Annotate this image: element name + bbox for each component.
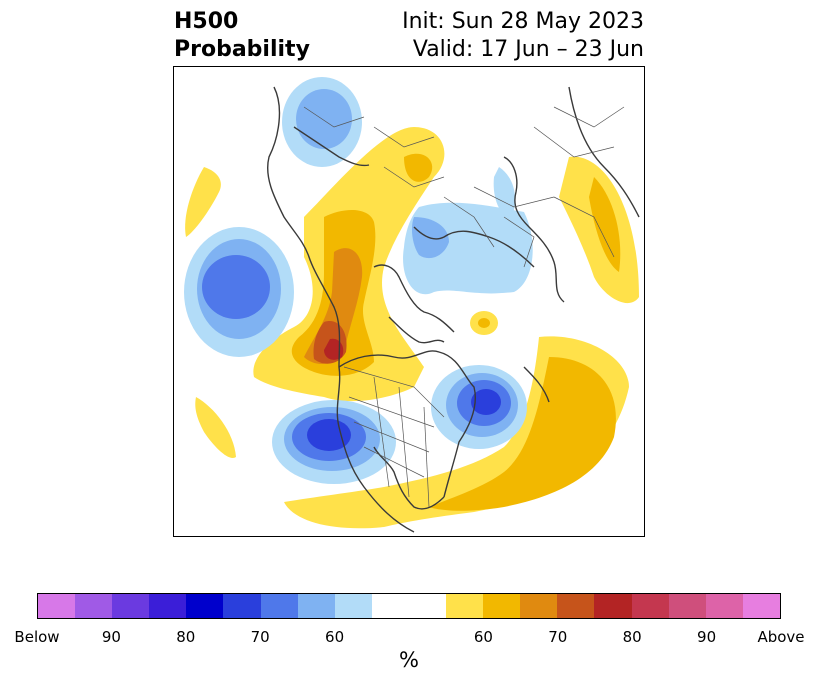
below-strong-fill (202, 255, 270, 319)
above-mid-fill (429, 357, 616, 511)
colorbar-tick-label: 60 (473, 628, 493, 646)
colorbar-tick-label: 90 (101, 628, 121, 646)
colorbar-segment (408, 594, 447, 618)
above-light-fill (185, 167, 221, 237)
colorbar-tick-label: 80 (622, 628, 642, 646)
colorbar-segment (594, 594, 632, 618)
below-deep-fill (471, 389, 501, 415)
above-mid-fill (404, 153, 433, 182)
map-title: H500 Probability (174, 8, 310, 64)
below-normal-areas (184, 77, 533, 484)
coastlines (267, 86, 640, 533)
colorbar-segment (260, 594, 298, 618)
colorbar-segment (520, 594, 558, 618)
colorbar-segment (112, 594, 150, 618)
title-variable: H500 (174, 9, 239, 34)
below-mid-fill (296, 89, 352, 149)
political-borders (303, 106, 625, 508)
above-max-fill (324, 338, 344, 360)
colorbar-tick-label: 60 (325, 628, 345, 646)
colorbar-segment (631, 594, 669, 618)
probability-colorbar (37, 593, 781, 619)
above-light-fill (195, 397, 236, 458)
colorbar-segment (223, 594, 261, 618)
colorbar-segment (334, 594, 372, 618)
above-mid-fill (478, 318, 490, 328)
map-canvas (184, 77, 640, 533)
colorbar-tick-label: Above (757, 628, 805, 646)
colorbar-segment (38, 594, 76, 618)
colorbar-tick-label: 70 (250, 628, 270, 646)
colorbar-segment (557, 594, 595, 618)
colorbar-unit: % (399, 648, 419, 672)
colorbar-segment (186, 594, 224, 618)
probability-map (173, 66, 645, 537)
colorbar-segment (149, 594, 187, 618)
title-product: Probability (174, 37, 310, 62)
colorbar-segment (668, 594, 706, 618)
colorbar-tick-label: 70 (548, 628, 568, 646)
init-date: Init: Sun 28 May 2023 (402, 9, 644, 34)
colorbar-segment (371, 594, 409, 618)
colorbar-segment (297, 594, 335, 618)
colorbar-segment (705, 594, 743, 618)
colorbar-tick-label: 90 (697, 628, 717, 646)
below-deep-fill (307, 419, 351, 451)
colorbar-segment (75, 594, 113, 618)
date-info: Init: Sun 28 May 2023 Valid: 17 Jun – 23… (402, 8, 644, 64)
colorbar-segment (483, 594, 521, 618)
above-mid-fill (589, 177, 621, 272)
valid-range: Valid: 17 Jun – 23 Jun (412, 37, 644, 62)
above-normal-areas (185, 127, 639, 529)
colorbar-tick-label: Below (14, 628, 60, 646)
colorbar-segment (446, 594, 484, 618)
colorbar-tick-label: 80 (176, 628, 196, 646)
colorbar-segment (742, 594, 780, 618)
